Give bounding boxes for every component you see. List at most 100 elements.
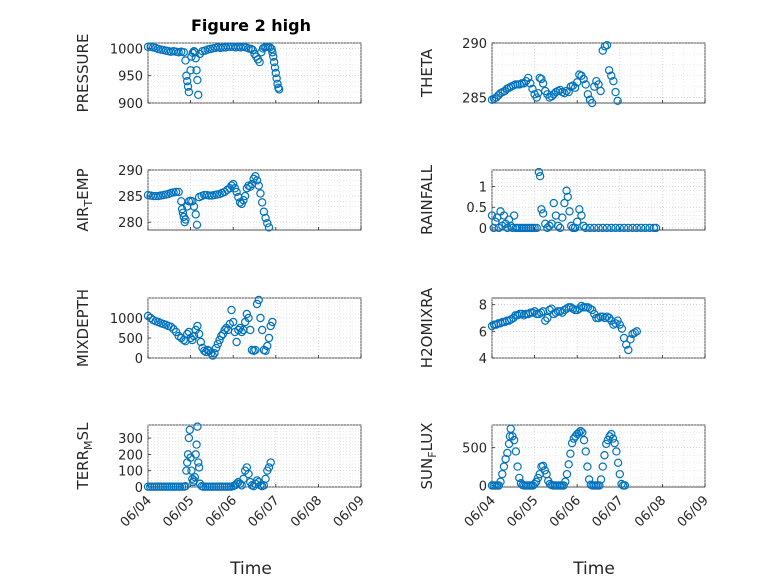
- data-point: [579, 74, 588, 84]
- x-tick-label: 06/04: [118, 493, 155, 530]
- y-tick-label: 0.5: [466, 201, 487, 216]
- data-point: [563, 192, 573, 202]
- y-tick-label: 900: [118, 97, 143, 112]
- data-point: [498, 469, 507, 479]
- data-point: [613, 458, 623, 468]
- data-point: [537, 74, 546, 84]
- data-point: [509, 313, 518, 323]
- data-point: [526, 79, 535, 88]
- data-point: [188, 197, 197, 206]
- data-point: [267, 44, 276, 54]
- y-axis-label: SUNFLUX: [418, 423, 439, 490]
- data-point: [491, 217, 500, 226]
- y-tick-label: 285: [462, 92, 487, 107]
- data-point: [239, 474, 248, 484]
- data-point: [611, 223, 620, 233]
- data-point: [573, 78, 582, 87]
- data-point: [570, 83, 580, 92]
- data-point: [504, 316, 514, 325]
- y-tick-label: 8: [479, 299, 487, 314]
- y-tick-label: 1: [479, 181, 487, 196]
- y-tick-label: 1000: [110, 312, 143, 327]
- data-point: [181, 215, 190, 224]
- y-axis-label: PRESSURE: [74, 34, 92, 113]
- data-point: [228, 179, 238, 189]
- data-point: [272, 74, 281, 83]
- data-point: [604, 313, 614, 323]
- data-point: [246, 325, 255, 335]
- data-point: [596, 86, 605, 96]
- subplot-rainfall: 0 0.5 1 RAINFALL: [418, 164, 706, 237]
- data-point: [624, 345, 633, 355]
- x-axis-label-right: Time: [572, 559, 615, 579]
- x-tick-label: 06/06: [547, 493, 584, 530]
- data-point: [232, 337, 241, 347]
- data-point: [171, 187, 181, 197]
- data-point: [196, 337, 206, 347]
- data-point: [508, 432, 517, 441]
- data-point: [174, 187, 183, 197]
- y-tick-label: 1000: [110, 42, 143, 57]
- data-point: [192, 220, 202, 229]
- data-point: [177, 204, 187, 214]
- data-point: [528, 84, 537, 94]
- y-tick-label: 290: [118, 164, 143, 179]
- data-point: [543, 313, 552, 323]
- data-point: [611, 319, 620, 328]
- data-point: [206, 349, 216, 358]
- data-point: [602, 223, 612, 233]
- data-point: [210, 349, 219, 358]
- data-point: [242, 309, 252, 319]
- data-point: [583, 303, 593, 312]
- data-point: [186, 66, 195, 75]
- data-point: [619, 223, 629, 233]
- data-point: [590, 82, 599, 91]
- data-point: [590, 223, 599, 233]
- x-tick-label: 06/06: [203, 493, 240, 530]
- data-point: [181, 56, 190, 65]
- data-point: [587, 305, 597, 315]
- data-point: [268, 48, 277, 57]
- data-point: [573, 217, 582, 226]
- x-tick-label: 06/04: [462, 493, 499, 530]
- data-point: [581, 223, 590, 233]
- data-point: [628, 329, 637, 339]
- data-point: [624, 223, 633, 233]
- data-point: [270, 63, 280, 72]
- data-point: [182, 76, 192, 86]
- data-point: [575, 304, 584, 313]
- data-point: [269, 57, 279, 67]
- data-point: [499, 211, 509, 220]
- y-axis-label: H2OMIXRA: [418, 287, 436, 368]
- data-point: [594, 313, 603, 323]
- data-point: [585, 223, 595, 233]
- data-point: [261, 213, 270, 223]
- x-tick-label: 06/07: [590, 493, 627, 530]
- data-point: [256, 313, 265, 323]
- data-point: [611, 87, 620, 97]
- y-tick-label: 500: [118, 332, 143, 347]
- data-point: [579, 435, 589, 445]
- data-point: [564, 87, 573, 97]
- data-point: [252, 176, 262, 185]
- data-point: [517, 309, 527, 319]
- data-point: [190, 48, 200, 57]
- data-point: [621, 340, 631, 349]
- data-point: [191, 54, 200, 63]
- data-point: [265, 43, 275, 52]
- data-point: [251, 345, 260, 355]
- data-point: [499, 462, 509, 471]
- data-point: [194, 463, 204, 472]
- data-point: [489, 223, 498, 233]
- data-point: [188, 335, 197, 345]
- data-point: [143, 42, 153, 52]
- data-point: [578, 428, 587, 437]
- data-point: [613, 96, 622, 106]
- data-point: [504, 215, 514, 224]
- data-point: [577, 211, 586, 220]
- data-point: [607, 223, 616, 233]
- data-point: [244, 313, 253, 323]
- data-point: [254, 295, 263, 305]
- data-point: [568, 304, 578, 313]
